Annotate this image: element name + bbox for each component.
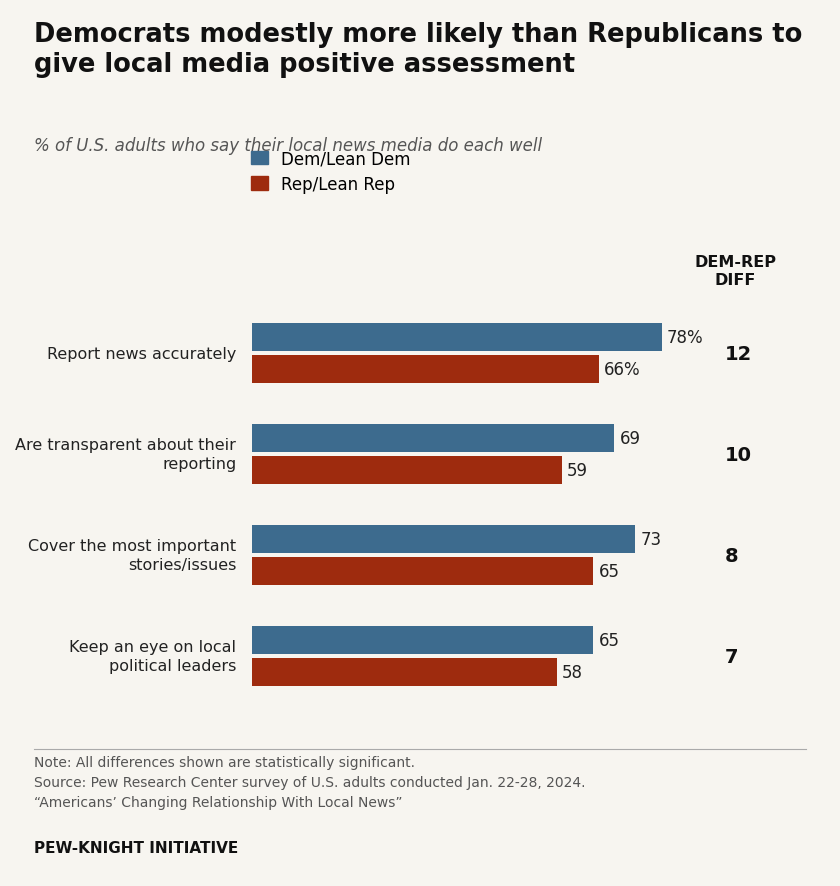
- Text: 65: 65: [599, 632, 620, 649]
- Bar: [252, 324, 662, 352]
- Bar: [252, 525, 635, 554]
- Text: 8: 8: [725, 546, 738, 565]
- Text: 58: 58: [562, 663, 583, 681]
- Text: PEW-KNIGHT INITIATIVE: PEW-KNIGHT INITIATIVE: [34, 840, 238, 855]
- Text: 66%: 66%: [604, 361, 640, 378]
- Text: Note: All differences shown are statistically significant.
Source: Pew Research : Note: All differences shown are statisti…: [34, 755, 585, 809]
- Text: 59: 59: [567, 462, 588, 479]
- Bar: [252, 355, 599, 384]
- Text: Cover the most important
stories/issues: Cover the most important stories/issues: [28, 538, 236, 573]
- Text: Are transparent about their
reporting: Are transparent about their reporting: [15, 437, 236, 472]
- Bar: [252, 658, 557, 686]
- Bar: [252, 424, 614, 453]
- Text: 12: 12: [725, 344, 752, 363]
- Text: 65: 65: [599, 563, 620, 580]
- Legend: Dem/Lean Dem, Rep/Lean Rep: Dem/Lean Dem, Rep/Lean Rep: [251, 150, 411, 193]
- Text: % of U.S. adults who say their local news media do each well: % of U.S. adults who say their local new…: [34, 137, 542, 155]
- Bar: [252, 557, 593, 586]
- Bar: [252, 456, 562, 485]
- Text: 7: 7: [725, 647, 738, 666]
- Text: 78%: 78%: [667, 329, 703, 347]
- Text: Keep an eye on local
political leaders: Keep an eye on local political leaders: [69, 639, 236, 673]
- Text: Report news accurately: Report news accurately: [47, 346, 236, 361]
- Bar: [252, 626, 593, 655]
- Text: 69: 69: [620, 430, 641, 447]
- Text: 73: 73: [641, 531, 662, 548]
- Text: 10: 10: [725, 445, 752, 464]
- Text: DEM-REP
DIFF: DEM-REP DIFF: [694, 255, 776, 288]
- Text: Democrats modestly more likely than Republicans to
give local media positive ass: Democrats modestly more likely than Repu…: [34, 22, 802, 78]
